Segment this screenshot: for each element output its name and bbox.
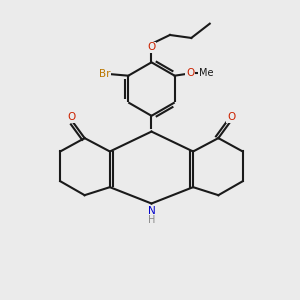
- Text: Me: Me: [199, 68, 214, 78]
- Text: H: H: [148, 215, 155, 225]
- Text: O: O: [68, 112, 76, 122]
- Text: O: O: [147, 43, 156, 52]
- Text: O: O: [186, 68, 194, 78]
- Text: O: O: [227, 112, 235, 122]
- Text: N: N: [148, 206, 155, 216]
- Text: Br: Br: [99, 69, 110, 79]
